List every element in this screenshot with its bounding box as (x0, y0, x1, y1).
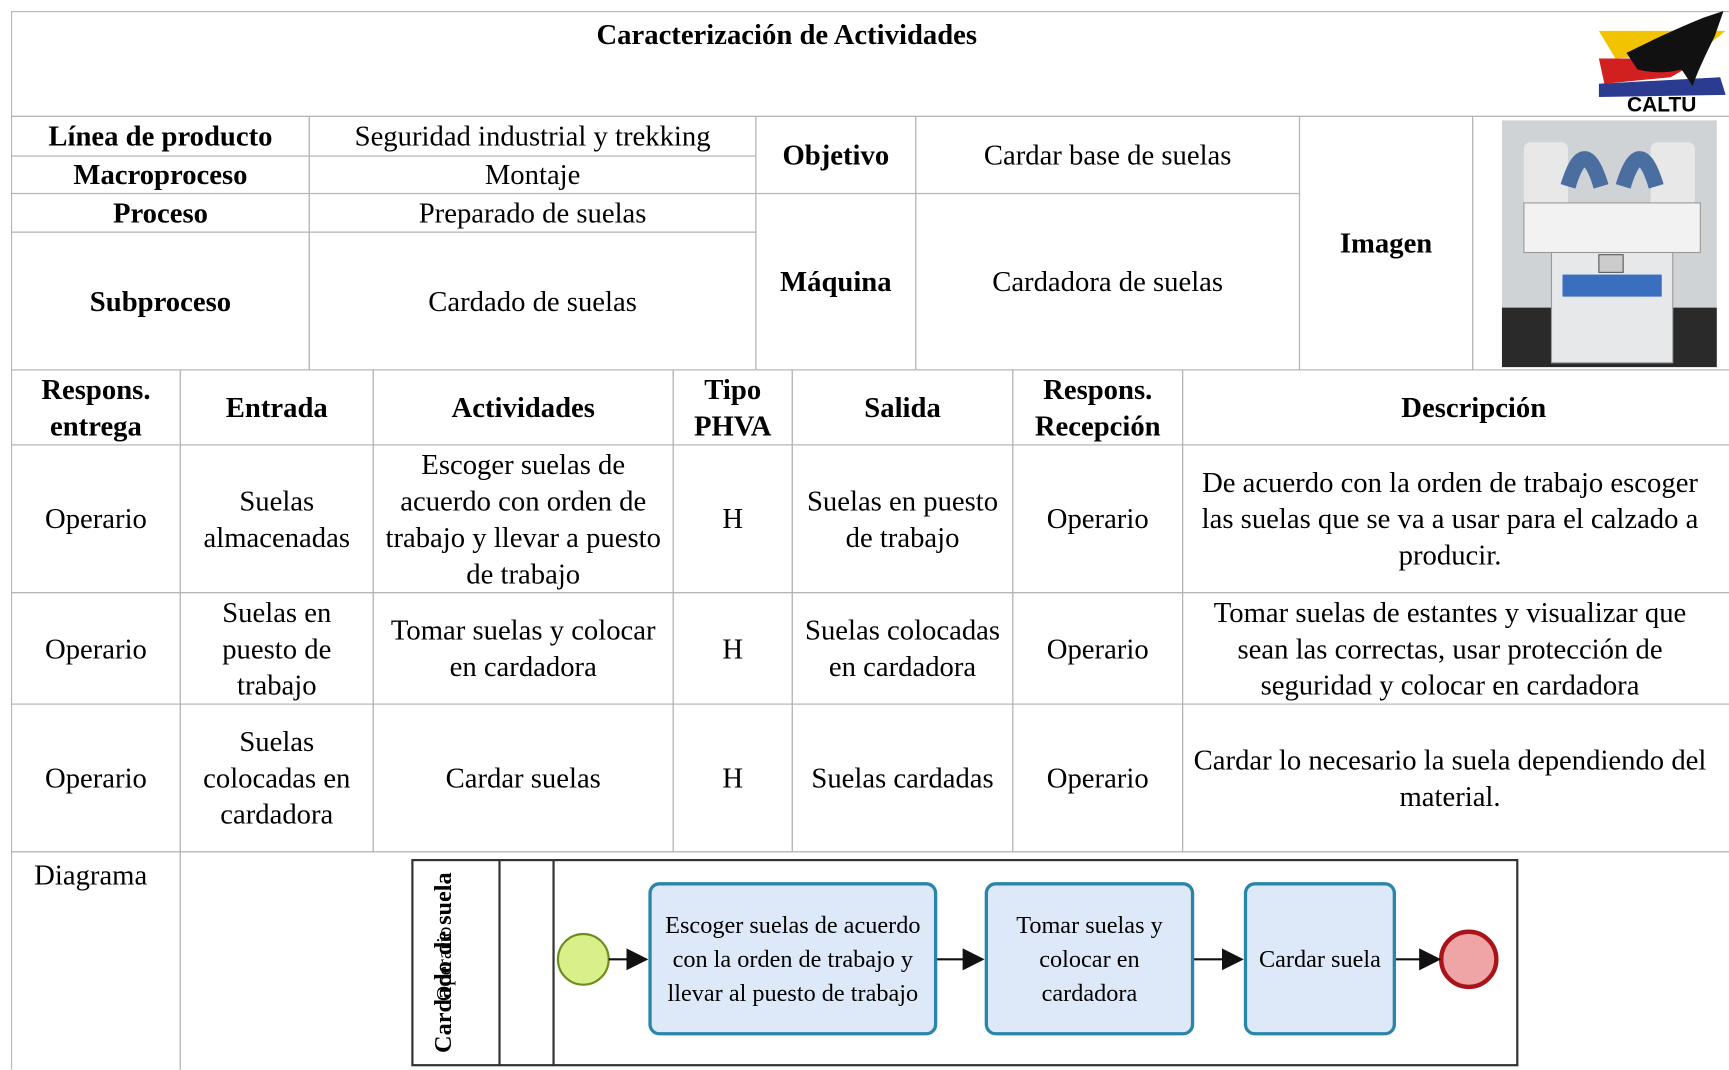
table-cell: Suelas cardadas (791, 703, 1014, 853)
logo-stripe (1598, 77, 1726, 98)
objective-label: Objetivo (755, 115, 917, 195)
table-cell: Suelas en puesto de trabajo (791, 444, 1014, 594)
end-event (1438, 929, 1499, 990)
image-label: Imagen (1298, 115, 1474, 371)
table-cell: Operario (11, 592, 181, 705)
objective-value: Cardar base de suelas (915, 115, 1301, 195)
photo-part (1562, 274, 1662, 297)
machine-photo (1501, 119, 1717, 367)
table-cell: Cardar lo necesario la suela dependiendo… (1182, 703, 1729, 853)
column-header: Descripción (1182, 369, 1729, 446)
logo-text: CALTU (1627, 93, 1696, 114)
table-cell: Operario (1012, 592, 1184, 705)
table-cell: H (672, 444, 793, 594)
column-header: Entrada (179, 369, 374, 446)
table-cell: Tomar suelas y colocar en cardadora (372, 592, 674, 705)
lane-label: Operario (433, 926, 457, 1001)
diagram-cell (179, 851, 1729, 1070)
table-cell: Suelas almacenadas (179, 444, 374, 594)
machine-value: Cardadora de suelas (915, 192, 1301, 371)
logo: CALTU (1598, 11, 1726, 115)
photo-part (1650, 141, 1695, 208)
column-header: Actividades (372, 369, 674, 446)
image-cell (1472, 115, 1729, 371)
photo-part (1523, 141, 1569, 208)
table-cell: De acuerdo con la orden de trabajo escog… (1182, 444, 1729, 594)
table-cell: Operario (1012, 444, 1184, 594)
table-cell: H (672, 592, 793, 705)
column-header: Salida (791, 369, 1014, 446)
info-label: Proceso (11, 192, 310, 233)
bpmn-diagram: Cardado de suela Operario Escoger suelas d… (411, 858, 1519, 1067)
table-cell: Suelas colocadas en cardadora (179, 703, 374, 853)
table-cell: Operario (11, 444, 181, 594)
info-label: Línea de producto (11, 115, 310, 157)
info-value: Preparado de suelas (308, 192, 757, 233)
column-header: Respons. entrega (11, 369, 181, 446)
task: Cardar suela (1243, 882, 1396, 1036)
info-label: Macroproceso (11, 155, 310, 195)
photo-part (1523, 201, 1701, 253)
logo-shoe (1626, 11, 1724, 87)
task: Escoger suelas de acuerdo con la orden d… (648, 882, 938, 1036)
column-header: Tipo PHVA (672, 369, 793, 446)
title: Caracterización de Actividades (11, 11, 1729, 117)
task: Tomar suelas y colocar en cardadora (984, 882, 1195, 1036)
table-cell: Tomar suelas de estantes y visualizar qu… (1182, 592, 1729, 705)
photo-part (1598, 253, 1624, 273)
photo-hose (1560, 150, 1664, 189)
diagram-label: Diagrama (11, 851, 181, 1070)
info-value: Montaje (308, 155, 757, 195)
table-cell: Suelas en puesto de trabajo (179, 592, 374, 705)
info-value: Cardado de suelas (308, 231, 757, 371)
table-cell: Operario (11, 703, 181, 853)
info-label: Subproceso (11, 231, 310, 371)
machine-label: Máquina (755, 192, 917, 371)
table-cell: Suelas colocadas en cardadora (791, 592, 1014, 705)
table-cell: Cardar suelas (372, 703, 674, 853)
diagram-shapes (498, 858, 1499, 1067)
table-cell: Operario (1012, 703, 1184, 853)
info-value: Seguridad industrial y trekking (308, 115, 757, 157)
table-cell: H (672, 703, 793, 853)
table-cell: Escoger suelas de acuerdo con orden de t… (372, 444, 674, 594)
column-header: Respons. Recepción (1012, 369, 1184, 446)
start-event (556, 932, 610, 986)
